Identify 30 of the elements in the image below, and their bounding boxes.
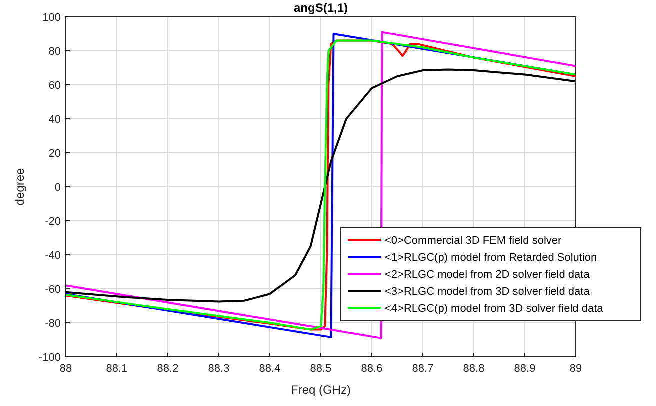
x-tick-label: 88.8 — [463, 363, 485, 375]
x-axis-title: Freq (GHz) — [291, 383, 352, 397]
x-tick-label: 88.1 — [106, 363, 128, 375]
y-tick-label: -100 — [38, 352, 61, 364]
x-tick-label: 88 — [60, 363, 72, 375]
legend-label: <1>RLGC(p) model from Retarded Solution — [385, 252, 598, 264]
legend-label: <2>RLGC model from 2D solver field data — [385, 269, 591, 281]
y-tick-label: -80 — [45, 318, 61, 330]
x-tick-label: 89 — [570, 363, 582, 375]
x-tick-label: 88.6 — [361, 363, 383, 375]
x-tick-label: 88.2 — [157, 363, 179, 375]
x-tick-label: 88.7 — [412, 363, 434, 375]
y-tick-label: 100 — [42, 12, 61, 24]
y-tick-label: 20 — [48, 148, 61, 160]
legend-label: <3>RLGC model from 3D solver field data — [385, 286, 591, 298]
x-tick-label: 88.5 — [310, 363, 332, 375]
x-tick-label: 88.4 — [259, 363, 281, 375]
y-tick-label: 40 — [48, 114, 61, 126]
y-tick-label: -20 — [45, 216, 61, 228]
legend-label: <4>RLGC(p) model from 3D solver field data — [385, 303, 604, 315]
y-tick-label: 0 — [54, 182, 61, 194]
y-tick-label: 80 — [48, 46, 61, 58]
x-tick-label: 88.9 — [514, 363, 536, 375]
y-tick-label: -40 — [45, 250, 61, 262]
y-tick-label: 60 — [48, 80, 61, 92]
chart-title: angS(1,1) — [294, 1, 348, 15]
y-axis-title: degree — [13, 168, 27, 206]
legend-label: <0>Commercial 3D FEM field solver — [385, 235, 562, 247]
x-tick-label: 88.3 — [208, 363, 230, 375]
y-tick-label: -60 — [45, 284, 61, 296]
